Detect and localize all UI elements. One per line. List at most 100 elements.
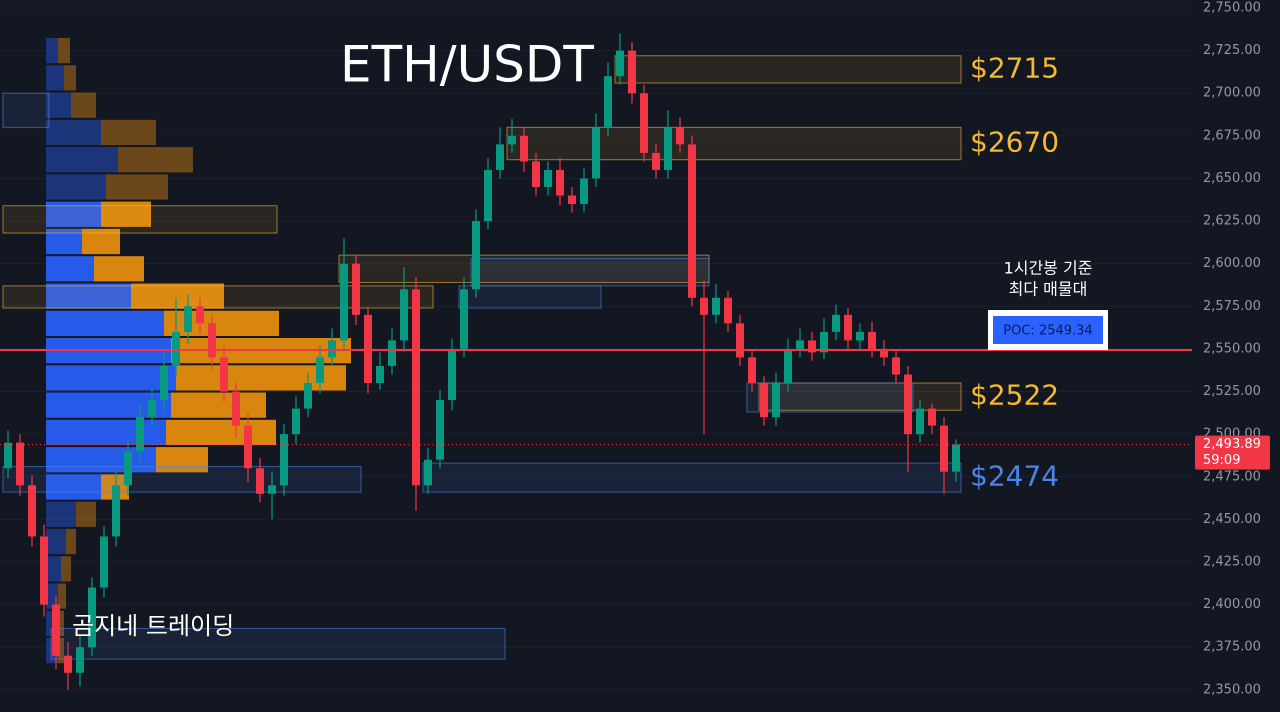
profile-sell-bar <box>58 583 66 609</box>
candle-body <box>76 647 84 673</box>
zone-label: $2715 <box>970 51 1059 84</box>
candle-body <box>436 400 444 460</box>
profile-buy-bar <box>46 501 76 527</box>
zone-box <box>2 285 434 309</box>
profile-sell-bar <box>76 501 96 527</box>
candle-body <box>508 135 516 145</box>
zone-box <box>758 382 962 411</box>
profile-sell-bar <box>164 310 279 336</box>
profile-sell-bar <box>64 65 76 91</box>
candle-body <box>808 340 816 353</box>
y-tick-label: 2,425.00 <box>1203 554 1261 569</box>
zone-box <box>50 627 506 660</box>
candle-body <box>328 340 336 358</box>
y-tick-label: 2,650.00 <box>1203 171 1261 186</box>
candle-body <box>628 50 636 94</box>
profile-buy-bar <box>46 419 166 446</box>
profile-buy-bar <box>46 583 58 609</box>
candle-body <box>388 340 396 366</box>
y-tick-label: 2,600.00 <box>1203 256 1261 271</box>
y-tick-label: 2,450.00 <box>1203 512 1261 527</box>
profile-sell-bar <box>58 37 70 64</box>
candle-body <box>184 306 192 332</box>
profile-sell-bar <box>171 392 266 418</box>
candle-body <box>832 314 840 332</box>
candle-body <box>844 314 852 341</box>
profile-buy-bar <box>46 256 94 282</box>
candle-body <box>364 314 372 384</box>
candle-body <box>580 178 588 205</box>
y-tick-label: 2,725.00 <box>1203 43 1261 58</box>
candle-body <box>412 289 420 486</box>
candle-body <box>784 348 792 384</box>
candle-body <box>88 587 96 648</box>
candle-body <box>400 289 408 341</box>
y-tick-label: 2,675.00 <box>1203 128 1261 143</box>
candle-body <box>592 127 600 179</box>
poc-box <box>993 316 1103 344</box>
candle-body <box>316 357 324 384</box>
last-price-box <box>1195 435 1270 470</box>
candle-body <box>820 331 828 353</box>
candle-body <box>124 451 132 486</box>
profile-buy-bar <box>46 37 58 64</box>
candle-body <box>760 383 768 418</box>
candle-body <box>556 169 564 196</box>
candle-body <box>136 417 144 452</box>
y-tick-label: 2,350.00 <box>1203 682 1261 697</box>
profile-sell-bar <box>118 147 193 173</box>
y-tick-label: 2,375.00 <box>1203 640 1261 655</box>
profile-sell-bar <box>166 419 276 446</box>
profile-buy-bar <box>46 174 106 200</box>
candle-body <box>232 391 240 426</box>
candle-body <box>904 374 912 435</box>
candle-body <box>112 485 120 537</box>
candle-body <box>532 161 540 187</box>
candle-body <box>868 331 876 349</box>
chart-title: ETH/USDT <box>340 36 594 94</box>
candle-body <box>616 50 624 77</box>
candle-body <box>892 357 900 375</box>
candle-body <box>424 459 432 486</box>
candle-body <box>460 289 468 349</box>
candle-body <box>640 93 648 153</box>
candle-body <box>520 135 528 162</box>
poc-note: 최다 매물대 <box>1009 280 1088 299</box>
candle-body <box>148 400 156 418</box>
profile-buy-bar <box>46 365 176 391</box>
zone-box <box>2 466 362 493</box>
zone-label: $2474 <box>970 460 1059 493</box>
candle-body <box>796 340 804 349</box>
candle-body <box>472 221 480 290</box>
candle-body <box>604 76 612 128</box>
candle-body <box>736 323 744 358</box>
candle-body <box>172 331 180 366</box>
candle-body <box>652 152 660 170</box>
candle-body <box>712 297 720 315</box>
candle-body <box>244 425 252 469</box>
profile-sell-bar <box>106 174 168 200</box>
candle-body <box>304 383 312 409</box>
zone-box <box>458 285 602 309</box>
y-tick-label: 2,475.00 <box>1203 469 1261 484</box>
profile-buy-bar <box>46 310 164 336</box>
candle-body <box>28 485 36 537</box>
candle-body <box>688 144 696 298</box>
profile-buy-bar <box>46 147 118 173</box>
candle-body <box>772 383 780 418</box>
candle-body <box>928 408 936 426</box>
y-tick-label: 2,750.00 <box>1203 1 1261 16</box>
candle-body <box>100 536 108 588</box>
candle-body <box>208 323 216 358</box>
candle-body <box>856 331 864 341</box>
profile-sell-bar <box>58 637 64 664</box>
candle-body <box>16 442 24 486</box>
candle-body <box>664 127 672 170</box>
candle-body <box>256 468 264 494</box>
zone-box <box>614 55 962 84</box>
profile-sell-bar <box>94 256 144 282</box>
last-price-label: 2,493.89 <box>1203 437 1261 452</box>
candle-body <box>952 444 960 472</box>
candle-body <box>940 425 948 472</box>
